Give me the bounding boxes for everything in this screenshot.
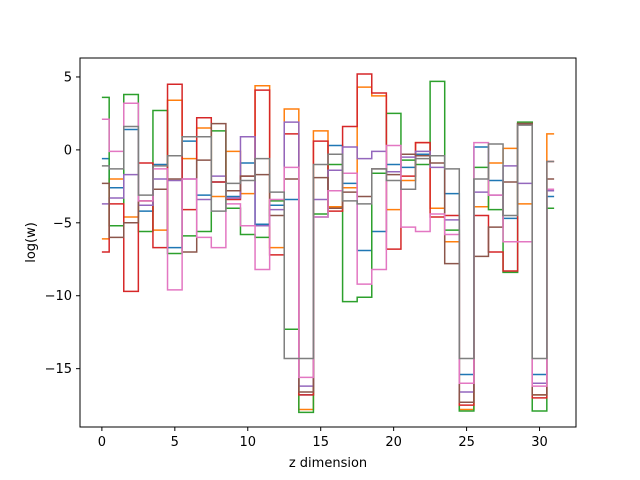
series-layer <box>101 73 555 414</box>
y-axis-label: log(w) <box>24 222 39 263</box>
y-tick-label: 0 <box>64 143 72 158</box>
y-tick-label: 5 <box>64 70 72 85</box>
y-axis: 5 0 −5 −10 −15 <box>45 70 80 377</box>
x-tick-label: 10 <box>239 435 256 450</box>
series-line-8 <box>101 124 555 360</box>
y-tick-label: −5 <box>53 216 72 231</box>
x-tick-label: 25 <box>458 435 475 450</box>
x-tick-label: 15 <box>312 435 329 450</box>
x-tick-label: 30 <box>531 435 548 450</box>
x-tick-label: 5 <box>171 435 179 450</box>
x-axis-label: z dimension <box>289 456 367 471</box>
x-axis: 0 5 10 15 20 25 30 <box>98 427 548 450</box>
y-tick-label: −10 <box>45 289 72 304</box>
axes-frame <box>79 57 577 428</box>
x-tick-label: 20 <box>385 435 402 450</box>
y-tick-label: −15 <box>45 362 72 377</box>
x-tick-label: 0 <box>98 435 106 450</box>
